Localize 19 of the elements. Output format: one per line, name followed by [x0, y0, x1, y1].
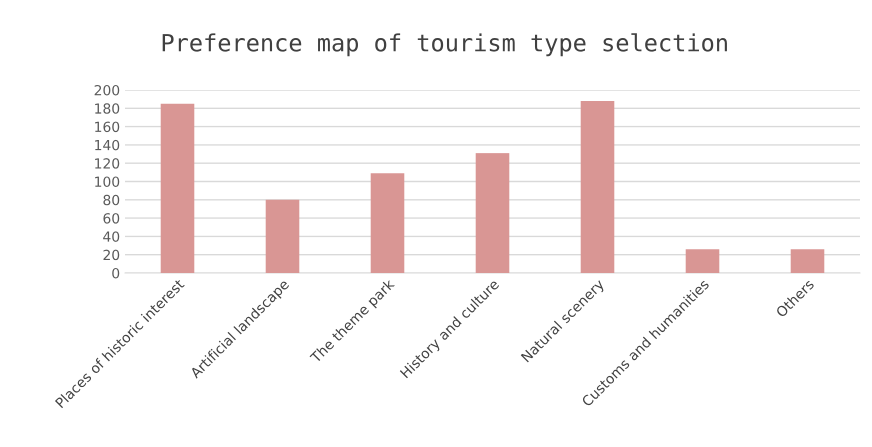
y-tick-label: 200	[94, 84, 120, 96]
y-tick-label: 100	[95, 176, 120, 187]
y-tick-label: 40	[103, 231, 120, 242]
y-tick-label: 0	[112, 268, 120, 278]
bar	[790, 249, 824, 273]
bar	[370, 173, 404, 273]
y-tick-label: 120	[95, 158, 120, 169]
bar	[686, 249, 720, 273]
y-tick-label: 180	[95, 103, 120, 114]
y-tick-label: 160	[95, 122, 120, 132]
y-tick-label: 60	[103, 213, 120, 224]
y-tick-label: 140	[95, 140, 120, 150]
bar	[266, 200, 300, 273]
bar	[476, 153, 510, 273]
y-tick-label: 20	[103, 250, 120, 260]
bar	[580, 100, 614, 273]
y-tick-label: 80	[103, 194, 120, 206]
chart-title: Preference map of tourism type selection	[162, 33, 727, 56]
bar	[160, 104, 194, 273]
